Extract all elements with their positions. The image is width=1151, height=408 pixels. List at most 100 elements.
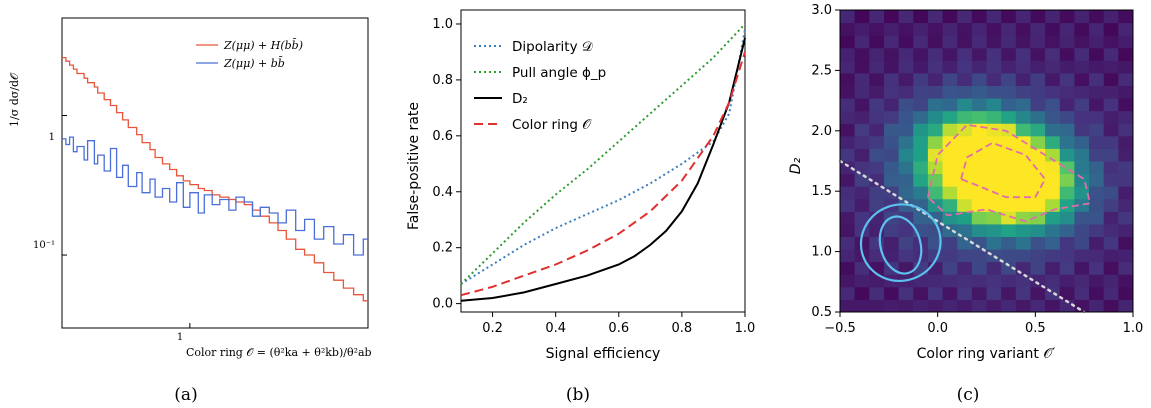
heatmap-cell [1015,211,1031,225]
heatmap-cell [942,249,958,263]
heatmap-cell [854,10,870,24]
heatmap-cell [1015,249,1031,263]
heatmap-cell [1103,223,1119,237]
heatmap-cell [986,274,1002,288]
heatmap-cell [1118,173,1134,187]
heatmap-cell [898,85,914,99]
heatmap-cell [986,110,1002,124]
heatmap-cell [913,161,929,175]
heatmap-cell [869,173,885,187]
heatmap-cell [971,173,987,187]
heatmap-cell [883,22,900,36]
heatmap-cell [957,223,973,237]
heatmap-cell [1001,249,1017,263]
heatmap-cell [942,22,958,36]
heatmap-cell [986,10,1002,24]
signal-contour-outer [927,123,1091,223]
heatmap-cell [913,186,929,200]
heatmap-cell [869,198,885,212]
panel-a: 1 10⁻¹ 1 Color ring 𝒪 = (θ²ka + θ²kb)/θ²… [8,17,372,405]
heatmap-cell [1074,236,1090,250]
heatmap-cell [957,60,973,74]
heatmap-cell [854,47,870,61]
heatmap-cell [898,223,914,237]
heatmap-cell [1059,261,1075,275]
heatmap-cell [869,135,885,149]
heatmap-cell [883,299,900,313]
heatmap-cell [1074,161,1090,175]
heatmap-cell [1001,22,1017,36]
heatmap-cell [854,110,870,124]
heatmap-cell [1089,286,1105,300]
heatmap-cell [1001,299,1017,313]
heatmap-cell [1045,135,1061,149]
heatmap-cell [883,47,900,61]
heatmap-cell [898,286,914,300]
heatmap-cell [1074,72,1090,86]
panel-b-series-4 [460,51,746,297]
heatmap-cell [1030,274,1046,288]
heatmap-cell [1001,161,1017,175]
panel-b-legend-label-3: D₂ [512,91,528,107]
heatmap-cell [942,299,958,313]
heatmap-cell [898,186,914,200]
heatmap-cell [913,47,929,61]
heatmap-cell [1074,47,1090,61]
heatmap-cell [927,72,944,86]
heatmap-cell [1074,60,1090,74]
heatmap-cell [1015,35,1031,49]
heatmap-cell [927,85,944,99]
heatmap-cell [1001,110,1017,124]
heatmap-cell [1030,299,1046,313]
heatmap-cell [1045,173,1061,187]
heatmap-cell [927,22,944,36]
heatmap-cell [1103,123,1119,137]
heatmap-cell [869,98,885,112]
panel-c-xtick: 0.5 [1025,321,1046,336]
heatmap-cell [957,198,973,212]
heatmap-cell [942,60,958,74]
heatmap-cell [898,60,914,74]
heatmap-cell [840,98,856,112]
heatmap-cell [869,123,885,137]
heatmap-cell [854,261,870,275]
heatmap-cell [986,223,1002,237]
heatmap-cell [1089,22,1105,36]
heatmap-cell [1118,148,1134,162]
heatmap-cell [927,110,944,124]
heatmap-cell [957,10,973,24]
heatmap-cell [927,274,944,288]
heatmap-cell [1001,72,1017,86]
panel-c-ylabel: D₂ [788,157,804,174]
heatmap-cell [913,60,929,74]
heatmap-cell [883,85,900,99]
heatmap-cell [986,135,1002,149]
panel-b-series-3 [460,37,746,302]
heatmap-cell [854,72,870,86]
panel-b-ytick: 0.4 [432,185,453,200]
heatmap-cell [927,186,944,200]
heatmap-cell [883,148,900,162]
heatmap-cell [869,286,885,300]
heatmap-cell [854,198,870,212]
heatmap-cell [957,123,973,137]
panel-a-series-1 [62,56,368,302]
heatmap-cell [1015,10,1031,24]
heatmap-cell [971,60,987,74]
panel-b-ytick: 0.2 [432,241,453,256]
panel-c-xtick: 0.0 [927,321,948,336]
heatmap-cell [1015,85,1031,99]
heatmap-cell [869,110,885,124]
heatmap-cell [883,236,900,250]
heatmap-cell [854,22,870,36]
heatmap-cell [854,161,870,175]
heatmap-cell [840,161,856,175]
heatmap-cell [913,98,929,112]
heatmap-cell [840,72,856,86]
heatmap-cell [986,286,1002,300]
heatmap-cell [898,249,914,263]
heatmap-cell [957,72,973,86]
panel-a-ytick-2: 10⁻¹ [33,240,55,251]
heatmap-cell [869,60,885,74]
heatmap-cell [1045,85,1061,99]
